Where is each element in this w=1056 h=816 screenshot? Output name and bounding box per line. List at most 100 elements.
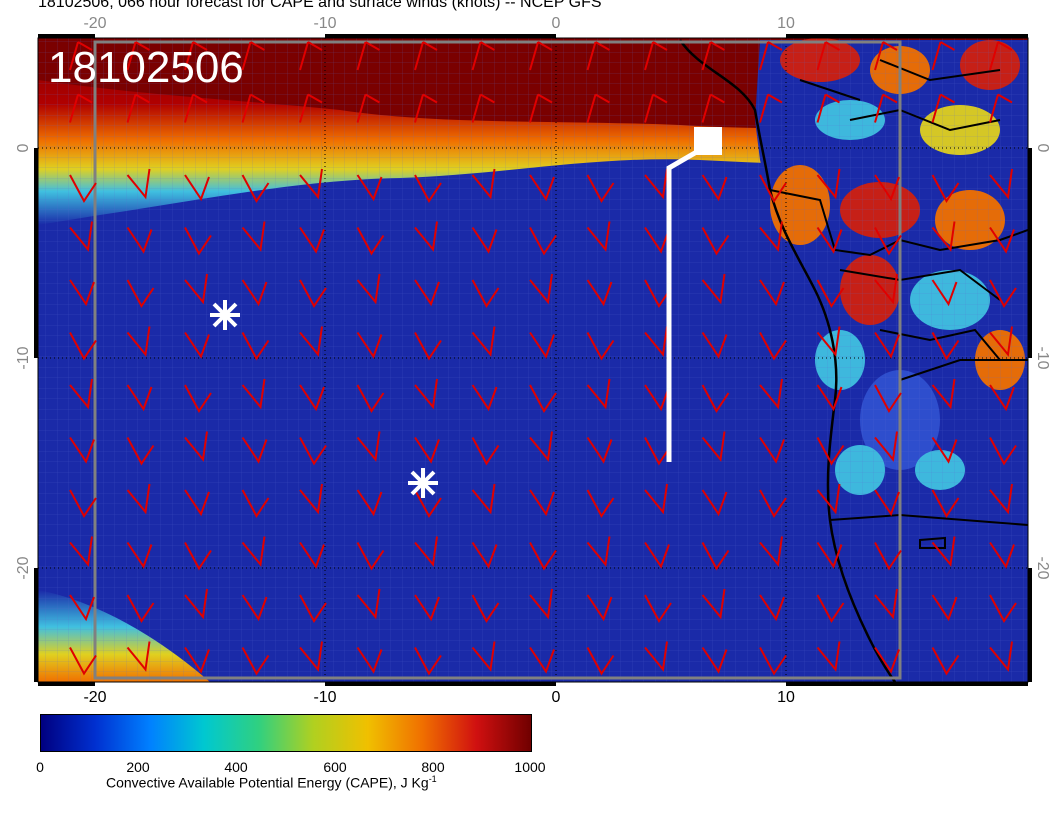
wind-barb (701, 273, 726, 305)
wind-barb (126, 437, 155, 466)
wind-barb (471, 168, 496, 200)
wind-barb (586, 279, 613, 307)
wind-barb (241, 221, 266, 252)
colorbar-label: Convective Available Potential Energy (C… (106, 774, 437, 791)
wind-barb (299, 93, 323, 123)
lon-tick-bottom: -10 (313, 689, 336, 706)
wind-barb (931, 594, 958, 622)
wind-barb (184, 384, 212, 413)
domain-box (93, 40, 902, 680)
wind-barb (299, 41, 323, 71)
wind-barb (126, 384, 153, 412)
wind-barb (356, 431, 381, 462)
wind-barb (586, 647, 615, 676)
wind-barb (471, 279, 500, 308)
wind-barb (241, 436, 268, 464)
wind-barb (874, 41, 898, 71)
lat-tick-left: -20 (15, 556, 32, 579)
wind-barb (184, 174, 210, 202)
wind-barb (69, 436, 95, 464)
wind-barb (989, 168, 1013, 200)
lon-tick-top: -10 (313, 15, 336, 32)
lon-ticks-bottom: -20 -10 0 10 (83, 689, 795, 706)
wind-barb (241, 332, 270, 361)
wind-barb (644, 483, 668, 515)
figure-title: 18102506, 066 hour forecast for CAPE and… (38, 0, 602, 11)
wind-barb (69, 378, 93, 410)
wind-barb (701, 331, 728, 359)
wind-barb (69, 647, 97, 676)
wind-barb (241, 647, 270, 676)
wind-barb (989, 641, 1013, 672)
wind-barb (586, 378, 611, 410)
wind-barb (241, 93, 265, 123)
colorbar-label-exponent: -1 (428, 774, 437, 784)
wind-barb (759, 332, 787, 361)
wind-barb (529, 542, 557, 571)
lat-tick-right: 0 (1034, 144, 1051, 153)
wind-barb (529, 646, 555, 674)
lake (919, 536, 946, 549)
wind-barb (529, 384, 557, 413)
wind-barb (184, 41, 208, 71)
wind-barb (356, 646, 383, 674)
wind-barb (414, 436, 440, 464)
wind-barb (989, 437, 1017, 466)
wind-barb (989, 483, 1013, 515)
wind-barb (414, 647, 442, 676)
wind-barb (874, 431, 898, 462)
wind-barb (586, 174, 615, 203)
wind-barb (184, 331, 210, 359)
wind-barb (816, 437, 845, 466)
wind-barb (701, 41, 725, 71)
wind-barb (471, 594, 500, 623)
colorbar-tick: 600 (323, 759, 347, 775)
wind-barb (989, 41, 1013, 71)
wind-barb (931, 93, 955, 123)
wind-barb (69, 174, 97, 203)
wind-barb (184, 93, 208, 123)
wind-barb (529, 227, 557, 256)
wind-barb (989, 93, 1013, 123)
wind-barb (759, 594, 785, 622)
wind-barb (874, 273, 898, 305)
wind-barb (989, 326, 1013, 357)
wind-barb (874, 588, 898, 620)
wind-barb (299, 641, 323, 672)
wind-barb (126, 279, 155, 308)
wind-barb (241, 41, 265, 71)
wind-barb (184, 646, 210, 674)
wind-barb (299, 279, 327, 308)
lon-tick-top: -20 (83, 15, 106, 32)
wind-barb (126, 326, 151, 357)
wind-barb (701, 542, 730, 571)
wind-barb (931, 536, 956, 567)
colorbar-tick: 0 (36, 759, 44, 775)
wind-barb (471, 541, 498, 569)
wind-barb (241, 594, 268, 622)
wind-barb (241, 378, 266, 410)
wind-barb (529, 489, 555, 517)
grid-overlay (38, 38, 1028, 682)
wind-barb (414, 332, 442, 361)
wind-barb (874, 174, 900, 202)
wind-barb (644, 226, 670, 254)
wind-barb (471, 41, 495, 71)
wind-barb (644, 594, 672, 623)
wind-barb (644, 93, 668, 123)
wind-barb (759, 93, 783, 123)
wind-barb (69, 221, 93, 252)
wind-barb (69, 93, 93, 123)
wind-barb (356, 227, 385, 256)
wind-barb (759, 489, 787, 518)
wind-barb (414, 279, 440, 307)
wind-barb (471, 226, 498, 254)
wind-barb (586, 332, 615, 361)
wind-barb (874, 542, 902, 571)
lon-ticks-top: -20 -10 0 10 (83, 15, 795, 32)
wind-barb (586, 594, 613, 622)
wind-barb (931, 41, 955, 71)
wind-barb (471, 326, 496, 357)
wind-barb (126, 226, 153, 254)
